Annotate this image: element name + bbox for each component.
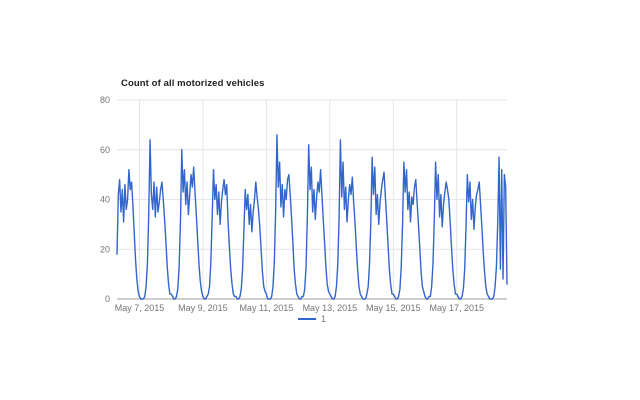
y-tick-label: 60 bbox=[100, 145, 110, 155]
legend-series-label: 1 bbox=[320, 314, 327, 324]
legend: 1 bbox=[297, 314, 327, 324]
y-tick-label: 20 bbox=[100, 244, 110, 254]
x-tick-label: May 7, 2015 bbox=[115, 303, 165, 313]
x-tick-label: May 15, 2015 bbox=[366, 303, 421, 313]
chart-title: Count of all motorized vehicles bbox=[121, 78, 265, 89]
y-tick-label: 40 bbox=[100, 195, 110, 205]
y-tick-label: 80 bbox=[100, 95, 110, 105]
x-tick-label: May 13, 2015 bbox=[303, 303, 358, 313]
series-line[interactable] bbox=[116, 134, 508, 300]
x-tick-label: May 11, 2015 bbox=[239, 303, 293, 313]
x-tick-label: May 9, 2015 bbox=[178, 303, 228, 313]
y-tick-label: 0 bbox=[105, 294, 110, 304]
x-tick-label: May 17, 2015 bbox=[429, 303, 484, 313]
legend-line-marker bbox=[297, 318, 316, 320]
